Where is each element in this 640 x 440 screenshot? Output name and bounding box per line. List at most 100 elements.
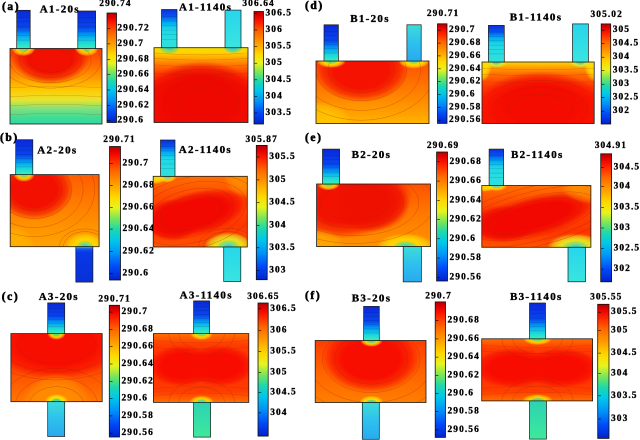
svg-text:B2-20s: B2-20s [352,149,392,161]
svg-text:290.71: 290.71 [427,9,459,19]
svg-text:304.5: 304.5 [270,387,297,397]
svg-text:(b): (b) [0,132,19,144]
svg-text:290.68: 290.68 [117,54,149,64]
svg-text:(e): (e) [305,132,323,144]
svg-text:A2-20s: A2-20s [37,144,77,156]
svg-text:304.5: 304.5 [266,75,293,85]
svg-text:304.91: 304.91 [595,141,627,151]
svg-text:290.64: 290.64 [122,359,154,369]
svg-text:290.7: 290.7 [122,307,149,317]
svg-text:304.5: 304.5 [613,39,640,49]
svg-text:305.5: 305.5 [270,346,297,356]
svg-text:304.5: 304.5 [611,348,638,358]
svg-text:290.66: 290.66 [123,202,155,212]
svg-text:304.5: 304.5 [614,162,640,172]
svg-text:290.6: 290.6 [122,394,149,404]
svg-text:290.6: 290.6 [449,90,476,100]
svg-text:303.5: 303.5 [269,243,296,253]
svg-text:290.56: 290.56 [122,428,154,438]
svg-text:290.68: 290.68 [449,38,481,48]
svg-text:290.7: 290.7 [425,291,452,301]
svg-text:290.7: 290.7 [449,25,476,35]
svg-text:306.64: 306.64 [242,0,274,9]
svg-text:B1-20s: B1-20s [350,13,390,25]
svg-text:290.66: 290.66 [448,334,480,344]
svg-text:B3-20s: B3-20s [352,293,392,305]
svg-text:290.56: 290.56 [448,425,480,435]
svg-text:290.68: 290.68 [123,181,155,191]
svg-text:290.56: 290.56 [450,272,482,282]
svg-text:303.5: 303.5 [613,66,640,76]
svg-text:304.5: 304.5 [269,197,296,207]
svg-text:305: 305 [266,58,283,68]
svg-text:305.5: 305.5 [266,42,293,52]
svg-text:290.66: 290.66 [122,342,154,352]
svg-text:290.64: 290.64 [450,195,482,205]
svg-text:290.7: 290.7 [117,39,144,49]
svg-text:290.58: 290.58 [450,253,482,263]
svg-text:304: 304 [611,369,628,379]
svg-text:304: 304 [614,182,631,192]
svg-text:290.66: 290.66 [449,51,481,61]
svg-text:290.62: 290.62 [449,77,481,87]
svg-text:290.58: 290.58 [448,407,480,417]
svg-text:305.55: 305.55 [590,292,622,302]
svg-text:304: 304 [266,91,283,101]
svg-text:303.5: 303.5 [611,391,638,401]
svg-text:290.66: 290.66 [117,70,149,80]
svg-text:305: 305 [613,25,630,35]
svg-text:290.64: 290.64 [117,85,149,95]
svg-text:A1-1140s: A1-1140s [179,2,232,14]
svg-text:290.6: 290.6 [450,234,477,244]
svg-text:290.6: 290.6 [123,269,150,279]
svg-text:(f): (f) [305,290,321,302]
svg-text:290.62: 290.62 [448,370,480,380]
svg-text:303: 303 [613,79,630,89]
svg-text:(a): (a) [2,1,20,13]
svg-text:290.58: 290.58 [449,102,481,112]
svg-text:306.5: 306.5 [270,304,297,314]
svg-text:B2-1140s: B2-1140s [511,149,564,161]
svg-text:290.72: 290.72 [117,24,149,34]
svg-text:302: 302 [614,264,631,274]
svg-text:302.5: 302.5 [614,243,640,253]
svg-text:306.5: 306.5 [266,8,293,18]
svg-text:290.74: 290.74 [99,0,131,9]
svg-text:(c): (c) [2,291,20,303]
svg-text:305.5: 305.5 [611,307,638,317]
svg-text:290.62: 290.62 [117,100,149,110]
svg-text:303.5: 303.5 [266,108,293,118]
svg-text:290.62: 290.62 [122,376,154,386]
svg-text:290.66: 290.66 [450,176,482,186]
svg-text:304: 304 [270,408,287,418]
svg-text:290.69: 290.69 [427,141,459,151]
svg-text:306: 306 [270,325,287,335]
svg-text:B3-1140s: B3-1140s [510,291,563,303]
svg-text:290.6: 290.6 [117,116,144,126]
svg-text:A3-1140s: A3-1140s [180,290,233,302]
svg-text:304: 304 [269,220,286,230]
svg-text:290.58: 290.58 [122,411,154,421]
svg-text:290.56: 290.56 [449,115,481,125]
svg-text:305: 305 [270,368,287,378]
svg-text:290.64: 290.64 [449,64,481,74]
svg-text:302: 302 [613,106,630,116]
svg-text:305.02: 305.02 [591,10,623,20]
svg-text:290.64: 290.64 [123,224,155,234]
svg-text:A3-20s: A3-20s [39,291,79,303]
svg-text:290.68: 290.68 [450,157,482,167]
svg-text:290.68: 290.68 [448,316,480,326]
svg-text:303: 303 [611,414,628,424]
svg-text:A2-1140s: A2-1140s [179,144,232,156]
svg-text:290.68: 290.68 [122,324,154,334]
svg-text:305.5: 305.5 [269,152,296,162]
svg-text:290.7: 290.7 [123,159,150,169]
svg-text:290.71: 290.71 [98,294,130,304]
svg-text:305: 305 [611,325,628,335]
svg-text:290.6: 290.6 [448,389,475,399]
svg-text:(d): (d) [305,0,324,12]
svg-text:303: 303 [269,266,286,276]
svg-text:303.5: 303.5 [614,202,640,212]
svg-text:303: 303 [614,223,631,233]
svg-text:302.5: 302.5 [613,93,640,103]
